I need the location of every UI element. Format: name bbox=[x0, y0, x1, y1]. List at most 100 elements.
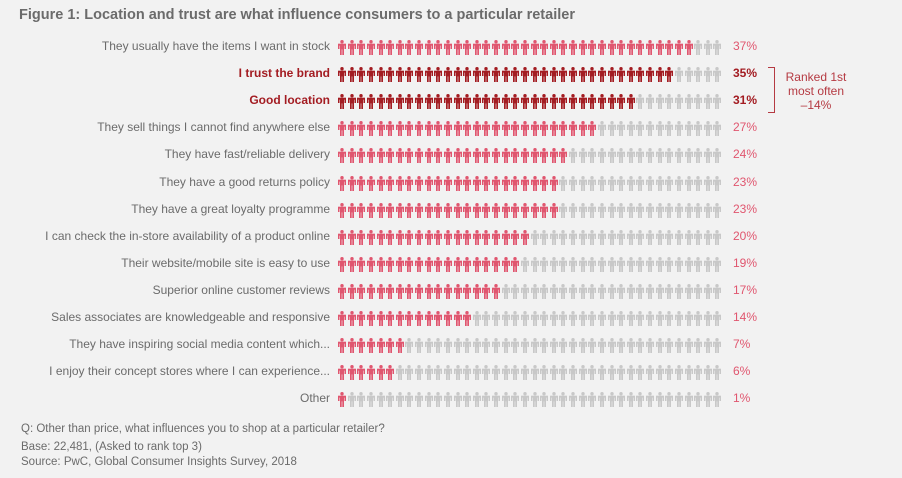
person-icon bbox=[347, 175, 358, 191]
person-icon bbox=[530, 121, 541, 137]
person-icon bbox=[540, 94, 550, 110]
person-icon bbox=[415, 175, 425, 191]
person-icon bbox=[684, 365, 695, 381]
chart-row: They have fast/reliable delivery 24% bbox=[0, 145, 902, 165]
person-icon bbox=[588, 202, 598, 218]
person-icon bbox=[463, 67, 473, 83]
person-icon bbox=[347, 338, 358, 354]
person-icon bbox=[472, 311, 483, 326]
ranking-annotation: Ranked 1st most often –14% bbox=[781, 70, 851, 112]
person-icon bbox=[453, 67, 464, 83]
person-icon bbox=[492, 40, 502, 55]
person-icon bbox=[347, 365, 358, 381]
survey-source: Source: PwC, Global Consumer Insights Su… bbox=[21, 456, 297, 468]
person-icon bbox=[395, 283, 406, 299]
percent-value: 24% bbox=[733, 147, 758, 162]
person-icon bbox=[338, 67, 348, 83]
person-icon bbox=[395, 40, 406, 55]
person-icon bbox=[597, 202, 608, 218]
person-icon bbox=[617, 121, 627, 137]
person-icon bbox=[415, 202, 425, 218]
person-icon bbox=[684, 338, 695, 354]
person-icon bbox=[443, 338, 454, 354]
person-icon bbox=[665, 338, 675, 354]
person-icon bbox=[463, 121, 473, 137]
person-icon bbox=[626, 175, 637, 191]
person-icon bbox=[347, 202, 358, 218]
person-icon bbox=[674, 229, 685, 245]
person-icon bbox=[655, 338, 666, 354]
percent-value: 6% bbox=[733, 364, 751, 379]
person-icon bbox=[501, 229, 512, 245]
person-icon bbox=[434, 283, 444, 299]
person-icon bbox=[357, 392, 367, 408]
percent-value: 20% bbox=[733, 228, 758, 243]
person-icon bbox=[597, 67, 608, 83]
person-icon bbox=[578, 175, 589, 191]
person-icon bbox=[713, 365, 723, 381]
category-label: They have a great loyalty programme bbox=[131, 201, 330, 216]
person-icon bbox=[578, 40, 589, 55]
person-icon bbox=[482, 40, 492, 55]
person-icon bbox=[597, 338, 608, 354]
person-icon bbox=[338, 229, 348, 245]
person-icon bbox=[386, 40, 396, 55]
person-icon bbox=[578, 338, 589, 354]
percent-value: 7% bbox=[733, 337, 751, 352]
person-icon bbox=[617, 283, 627, 299]
person-icon bbox=[597, 40, 608, 55]
person-icon bbox=[540, 256, 550, 272]
person-icon bbox=[588, 94, 598, 110]
person-icon bbox=[684, 175, 695, 191]
person-icon bbox=[520, 175, 531, 191]
person-icon bbox=[597, 229, 608, 245]
person-icon bbox=[366, 283, 377, 299]
person-icon bbox=[338, 121, 348, 137]
person-icon bbox=[588, 392, 598, 408]
person-icon bbox=[376, 338, 387, 354]
person-icon bbox=[636, 94, 646, 110]
person-icon bbox=[694, 392, 704, 408]
person-icon bbox=[366, 338, 377, 354]
person-icon bbox=[530, 175, 541, 191]
person-icon bbox=[395, 67, 406, 83]
category-label: Their website/mobile site is easy to use bbox=[121, 255, 330, 270]
person-icon bbox=[684, 392, 695, 408]
chart-row: Good location 31% bbox=[0, 91, 902, 111]
person-icon bbox=[549, 94, 560, 110]
person-icon bbox=[559, 256, 569, 272]
person-icon bbox=[453, 256, 464, 272]
survey-base: Base: 22,481, (Asked to rank top 3) bbox=[21, 441, 202, 453]
person-icon bbox=[559, 338, 569, 354]
person-icon-row bbox=[338, 40, 723, 55]
person-icon bbox=[540, 311, 550, 326]
person-icon bbox=[665, 202, 675, 218]
person-icon bbox=[703, 148, 714, 164]
person-icon bbox=[569, 175, 579, 191]
person-icon bbox=[453, 392, 464, 408]
person-icon bbox=[646, 175, 656, 191]
person-icon bbox=[424, 40, 435, 55]
person-icon bbox=[588, 175, 598, 191]
person-icon bbox=[386, 202, 396, 218]
person-icon bbox=[424, 202, 435, 218]
category-label: I enjoy their concept stores where I can… bbox=[49, 364, 330, 379]
person-icon bbox=[405, 365, 415, 381]
person-icon bbox=[376, 148, 387, 164]
person-icon bbox=[655, 311, 666, 326]
person-icon-row bbox=[338, 148, 723, 164]
person-icon bbox=[713, 256, 723, 272]
person-icon bbox=[501, 392, 512, 408]
person-icon bbox=[405, 175, 415, 191]
person-icon bbox=[453, 338, 464, 354]
person-icon bbox=[434, 256, 444, 272]
person-icon bbox=[578, 229, 589, 245]
person-icon bbox=[646, 283, 656, 299]
chart-row: I trust the brand 35% bbox=[0, 64, 902, 84]
person-icon bbox=[665, 67, 675, 83]
person-icon bbox=[607, 311, 618, 326]
person-icon bbox=[338, 94, 348, 110]
person-icon bbox=[347, 148, 358, 164]
person-icon bbox=[434, 121, 444, 137]
percent-value: 35% bbox=[733, 66, 758, 81]
